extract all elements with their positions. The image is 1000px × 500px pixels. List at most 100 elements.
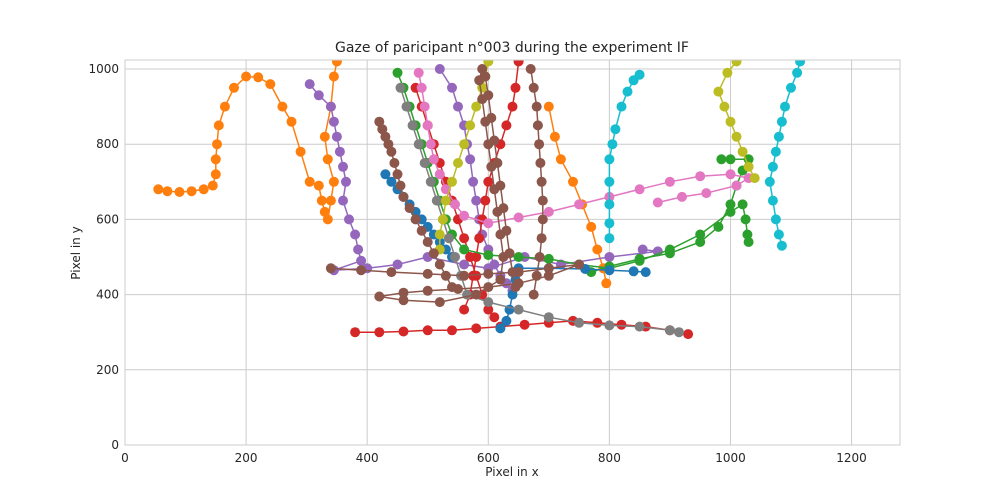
data-point (334, 146, 345, 157)
data-point (447, 176, 457, 187)
data-point (489, 259, 500, 270)
data-point (664, 248, 675, 259)
data-point (434, 169, 445, 180)
data-point (153, 184, 164, 195)
data-point (459, 304, 470, 315)
data-point (325, 263, 336, 274)
data-point (483, 250, 494, 261)
data-point (725, 116, 736, 127)
data-point (374, 291, 385, 302)
data-point (604, 218, 615, 229)
data-point (374, 327, 385, 338)
data-point (383, 139, 394, 150)
data-point (404, 203, 415, 214)
data-point (459, 244, 470, 255)
series-16 (764, 60, 806, 251)
data-point (450, 252, 460, 262)
data-point (513, 212, 524, 223)
data-point (792, 67, 803, 78)
series-18 (374, 116, 457, 293)
data-point (395, 82, 406, 93)
data-point (519, 319, 530, 330)
data-point (574, 317, 585, 328)
data-point (534, 139, 545, 150)
data-point (319, 206, 330, 217)
data-point (498, 203, 509, 214)
data-point (295, 146, 306, 157)
data-point (210, 169, 221, 180)
data-point (773, 229, 784, 240)
data-point (483, 60, 494, 67)
data-point (607, 139, 618, 150)
x-tick-label: 0 (121, 451, 129, 465)
data-point (637, 244, 648, 255)
data-point (731, 131, 742, 142)
data-point (434, 229, 445, 240)
data-point (434, 297, 445, 308)
data-point (531, 101, 542, 112)
data-point (413, 139, 424, 150)
data-point (725, 199, 736, 210)
data-point (534, 252, 545, 262)
data-point (210, 154, 221, 165)
data-point (742, 229, 753, 240)
data-point (716, 154, 727, 165)
data-point (586, 221, 597, 232)
data-point (356, 255, 367, 266)
data-point (407, 120, 418, 131)
data-point (695, 171, 706, 182)
x-axis-label: Pixel in x (485, 465, 538, 479)
data-point (604, 252, 615, 262)
data-point (212, 139, 222, 150)
data-point (462, 289, 473, 300)
data-point (350, 327, 361, 338)
data-point (198, 184, 209, 195)
data-point (713, 86, 724, 97)
data-point (425, 139, 436, 150)
data-point (465, 252, 476, 262)
series-14 (434, 60, 494, 255)
data-point (507, 289, 518, 300)
data-point (459, 210, 470, 221)
data-point (695, 237, 706, 247)
data-point (483, 297, 494, 308)
data-point (377, 124, 388, 135)
axes-frame (124, 59, 901, 446)
data-point (731, 60, 742, 67)
data-point (443, 233, 454, 244)
data-point (683, 329, 694, 340)
data-point (740, 214, 751, 225)
data-point (392, 169, 403, 180)
data-point (537, 195, 548, 206)
data-point (186, 186, 197, 197)
data-point (380, 131, 391, 142)
data-point (395, 180, 406, 191)
data-point (492, 158, 503, 168)
x-tick-label: 1200 (836, 451, 867, 465)
x-tick-label: 600 (477, 451, 500, 465)
data-point (474, 233, 485, 244)
data-point (532, 120, 543, 131)
x-tick-label: 400 (356, 451, 379, 465)
data-point (767, 195, 778, 206)
data-point (495, 180, 506, 191)
data-point (483, 90, 494, 101)
data-point (604, 199, 615, 210)
data-point (480, 195, 491, 206)
data-point (528, 289, 539, 300)
data-point (568, 176, 578, 187)
data-point (501, 120, 512, 131)
data-point (422, 285, 433, 296)
data-point (453, 101, 463, 112)
chart-title: Gaze of paricipant n°003 during the expe… (335, 40, 689, 56)
data-point (253, 72, 264, 83)
x-tick-label: 800 (598, 451, 621, 465)
data-point (664, 325, 675, 336)
data-point (483, 282, 494, 293)
data-point (440, 270, 451, 281)
data-point (162, 186, 173, 197)
data-point (674, 327, 684, 338)
data-point (447, 325, 457, 336)
data-point (501, 315, 512, 326)
